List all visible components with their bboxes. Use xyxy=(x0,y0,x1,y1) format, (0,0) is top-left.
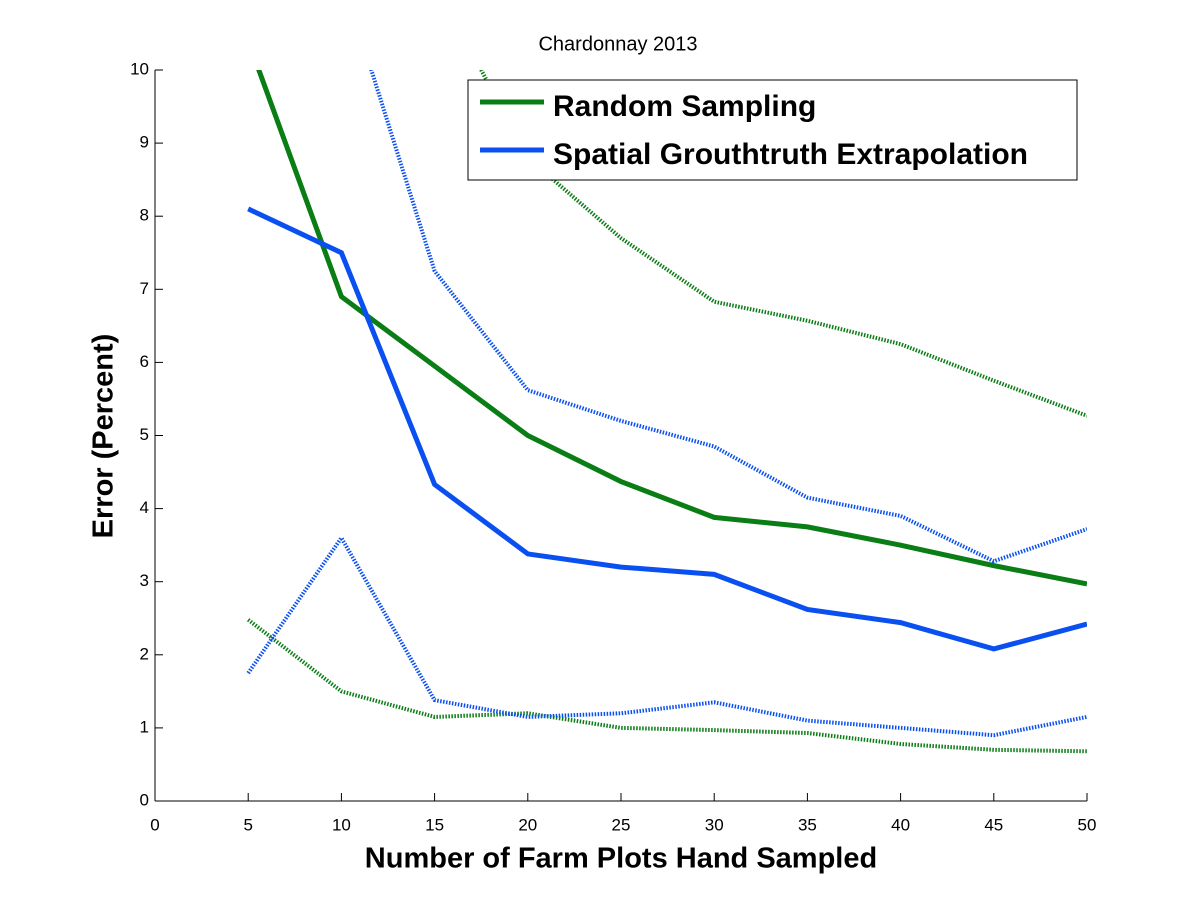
legend-label: Random Sampling xyxy=(553,90,816,123)
y-tick-label: 2 xyxy=(140,644,149,663)
x-tick-label: 45 xyxy=(984,815,1003,834)
chart-title: Chardonnay 2013 xyxy=(538,33,697,55)
series-line xyxy=(256,70,1087,587)
y-tick-label: 0 xyxy=(140,790,149,809)
y-axis-label: Error (Percent) xyxy=(88,334,120,539)
y-tick-label: 7 xyxy=(140,279,149,298)
y-tick-label: 1 xyxy=(140,717,149,736)
x-tick-label: 20 xyxy=(518,815,537,834)
y-tick-label: 3 xyxy=(140,571,149,590)
y-tick-label: 5 xyxy=(140,425,149,444)
x-tick-label: 40 xyxy=(891,815,910,834)
y-tick-label: 6 xyxy=(140,352,149,371)
y-tick-label: 4 xyxy=(140,498,149,517)
x-tick-label: 50 xyxy=(1078,815,1097,834)
legend-label: Spatial Grouthtruth Extrapolation xyxy=(553,138,1028,171)
x-tick-label: 35 xyxy=(798,815,817,834)
y-tick-label: 10 xyxy=(130,59,149,78)
x-axis-label: Number of Farm Plots Hand Sampled xyxy=(365,843,877,875)
x-tick-label: 0 xyxy=(150,815,159,834)
x-tick-label: 30 xyxy=(705,815,724,834)
x-tick-label: 10 xyxy=(332,815,351,834)
series-line xyxy=(247,206,1087,652)
bound-line xyxy=(369,70,1087,564)
y-tick-label: 9 xyxy=(140,133,149,152)
x-tick-label: 5 xyxy=(243,815,252,834)
bound-line xyxy=(246,534,1087,738)
bound-line xyxy=(246,618,1087,754)
x-tick-label: 25 xyxy=(612,815,631,834)
y-tick-label: 8 xyxy=(140,206,149,225)
legend xyxy=(467,79,1078,181)
x-tick-label: 15 xyxy=(425,815,444,834)
